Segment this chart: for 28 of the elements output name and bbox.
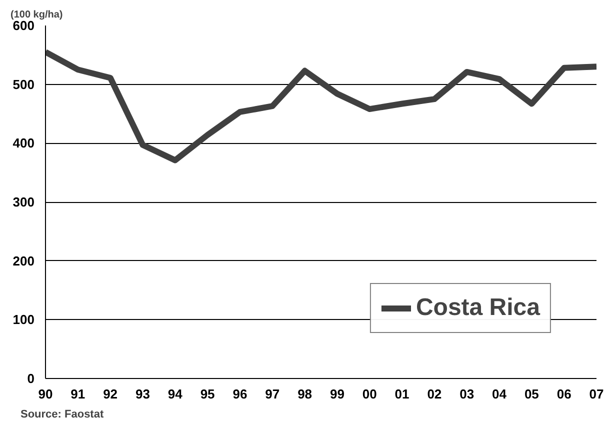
y-tick-label: 200 <box>12 253 35 268</box>
x-tick-label: 01 <box>394 386 410 402</box>
x-tick-label: 05 <box>524 386 539 402</box>
x-tick-label: 98 <box>298 386 312 402</box>
x-tick-label: 07 <box>589 386 604 402</box>
legend-label: Costa Rica <box>416 294 540 322</box>
x-tick-label: 96 <box>232 386 248 402</box>
y-tick-label: 500 <box>12 76 35 92</box>
y-tick-label: 400 <box>12 136 35 151</box>
x-tick-label: 99 <box>330 386 344 402</box>
x-tick-label: 97 <box>265 386 280 402</box>
y-tick-label: 600 <box>12 18 35 33</box>
x-tick-label: 02 <box>427 386 442 402</box>
x-tick-label: 95 <box>200 386 215 402</box>
source-note: Source: Faostat <box>20 408 104 420</box>
x-tick-label: 91 <box>70 386 86 402</box>
x-tick-label: 93 <box>136 386 150 402</box>
x-tick-label: 94 <box>168 386 184 402</box>
y-tick-label: 0 <box>27 371 35 386</box>
x-tick-label: 06 <box>556 386 572 402</box>
y-axis-title: (100 kg/ha) <box>10 10 63 20</box>
y-tick-label: 100 <box>12 312 35 328</box>
x-tick-label: 04 <box>492 386 508 402</box>
x-tick-label: 90 <box>38 386 53 402</box>
x-tick-label: 00 <box>362 386 377 402</box>
x-tick-label: 03 <box>460 386 474 402</box>
x-tick-label: 92 <box>103 386 118 402</box>
y-tick-label: 300 <box>12 194 35 210</box>
